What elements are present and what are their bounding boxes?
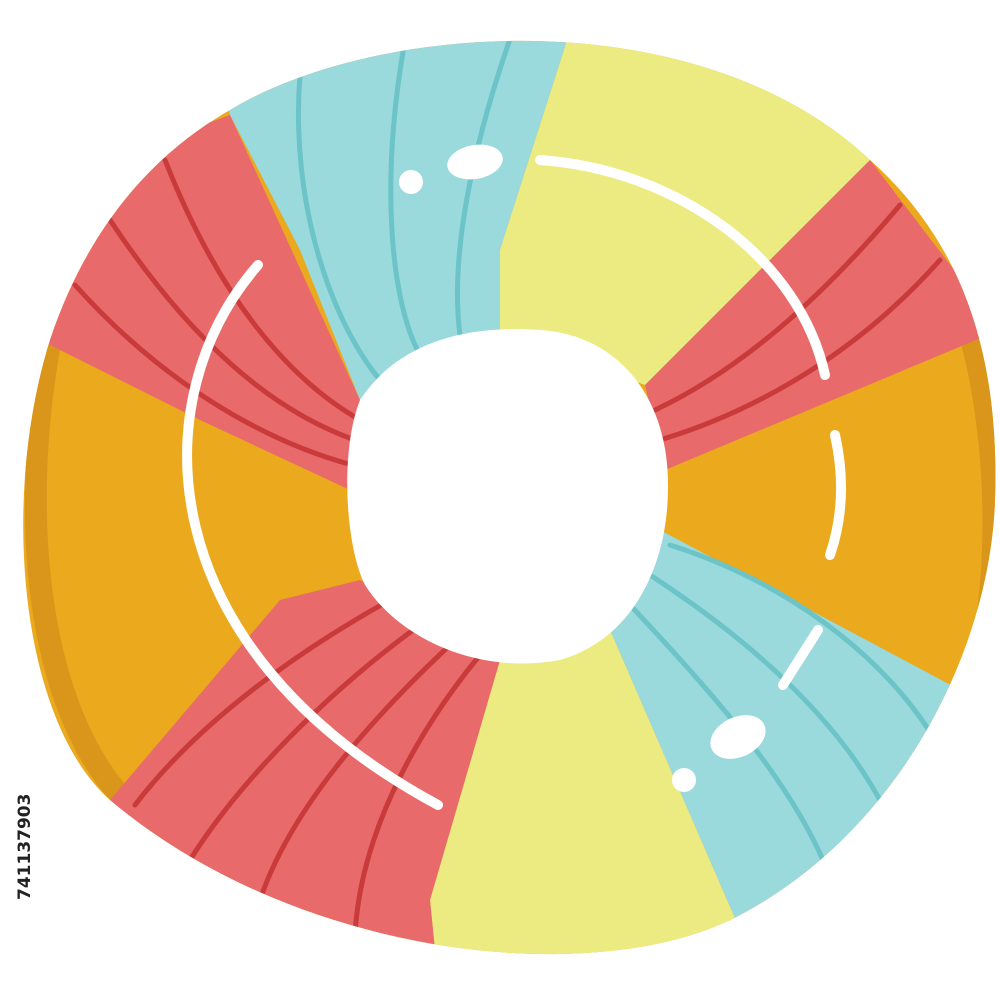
stripe — [187, 622, 423, 863]
highlight-dot — [399, 170, 423, 194]
stripe — [667, 542, 938, 743]
stock-id-watermark: 741137903 — [15, 794, 35, 900]
highlight-dots — [399, 144, 766, 792]
stripe — [652, 202, 903, 413]
highlight-oval — [447, 144, 503, 180]
stripe — [295, 72, 383, 383]
highlight-oval — [710, 715, 766, 759]
stripe — [72, 282, 355, 468]
stripe — [107, 217, 358, 443]
stripe — [132, 597, 393, 808]
center-hole — [347, 329, 669, 664]
ring-edge-shadow-left — [24, 340, 130, 800]
segment-bottom-yellow — [430, 630, 760, 955]
highlight-dot — [672, 768, 696, 792]
stripe — [257, 642, 453, 903]
stripe — [162, 157, 363, 423]
highlight-dash-bottom-right — [778, 625, 823, 690]
stripe — [454, 40, 518, 338]
stripe — [657, 257, 943, 443]
highlight-arc-right — [825, 430, 847, 560]
stripe — [388, 40, 423, 358]
segment-stripes — [72, 40, 943, 938]
highlight-arc-top-right — [535, 155, 830, 380]
highlights — [182, 155, 847, 810]
highlight-arc-left — [182, 260, 443, 810]
segment-right-red — [645, 160, 996, 470]
stripe — [352, 652, 483, 938]
